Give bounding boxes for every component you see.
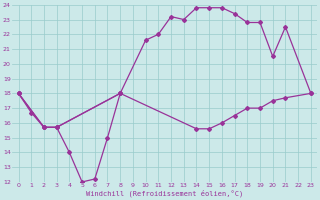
- X-axis label: Windchill (Refroidissement éolien,°C): Windchill (Refroidissement éolien,°C): [86, 190, 243, 197]
